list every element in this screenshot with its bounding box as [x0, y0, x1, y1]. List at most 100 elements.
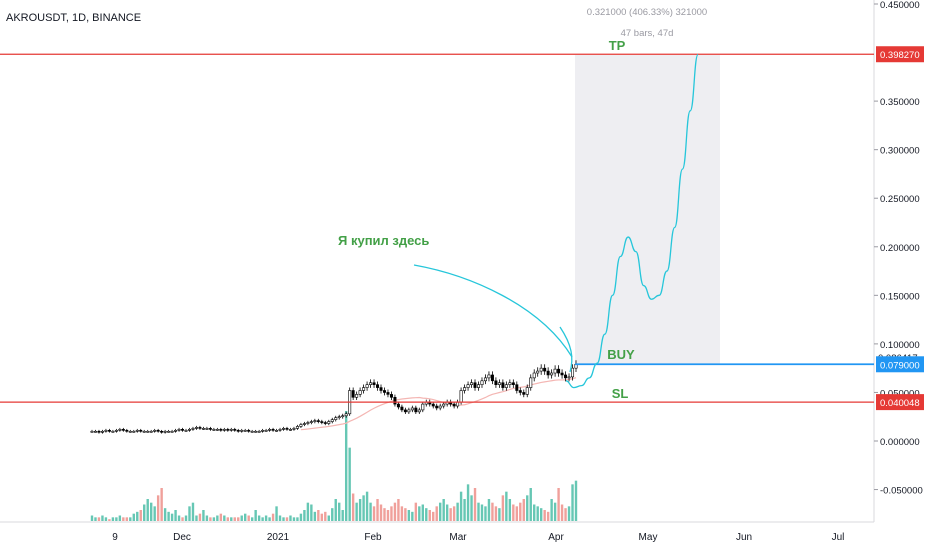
volume-bar — [216, 515, 219, 521]
price-tag-label: 0.079000 — [880, 360, 920, 371]
volume-bar — [299, 513, 303, 521]
time-axis-label: Dec — [173, 532, 191, 543]
price-axis[interactable]: 0.450000 0.350000 0.300000 0.250000 0.200000… — [874, 0, 923, 497]
volume-bar — [470, 495, 473, 521]
candle-body — [219, 429, 223, 431]
volume-bar — [202, 510, 205, 521]
volume-bar — [553, 502, 557, 521]
candle-body — [539, 367, 543, 372]
volume-bar — [122, 517, 125, 521]
candle-body — [431, 403, 435, 407]
volume-bar — [111, 517, 115, 521]
candle-body — [504, 384, 508, 388]
projection-stats-line2: 47 bars, 47d — [621, 28, 674, 39]
volume-bar — [327, 515, 330, 521]
volume-bar — [501, 495, 505, 521]
volume-bar — [240, 515, 243, 521]
price-axis-label: 0.200000 — [880, 243, 920, 254]
candle-body — [128, 430, 132, 433]
candle-body — [146, 430, 150, 433]
volume-bar — [149, 502, 153, 521]
price-axis-label: 0.050000 — [880, 388, 920, 399]
candle-body — [546, 370, 550, 376]
volume-bar — [560, 504, 564, 521]
volume-bar — [338, 502, 341, 521]
candle-body — [309, 421, 313, 423]
candle-body — [571, 367, 575, 378]
candle-body — [240, 430, 244, 432]
volume-bar — [386, 510, 390, 521]
volume-bar — [247, 515, 250, 521]
candle-body — [358, 390, 362, 395]
candle-body — [327, 421, 331, 424]
candle-body — [393, 396, 397, 405]
volume-bar — [365, 491, 369, 521]
time-axis-label: Mar — [449, 532, 467, 543]
volume-bars — [90, 411, 578, 521]
volume-bar — [160, 488, 163, 521]
candle-body — [550, 372, 554, 376]
volume-bar — [90, 515, 94, 521]
candle-body — [118, 429, 122, 431]
volume-bar — [546, 511, 550, 521]
volume-bar — [508, 499, 512, 521]
tp-label: TP — [609, 38, 626, 53]
candle-body — [247, 430, 251, 432]
candle-body — [111, 430, 115, 433]
projection-curve[interactable] — [565, 53, 699, 389]
volume-bar — [264, 515, 268, 521]
candle-body — [194, 427, 198, 429]
price-tag-box — [876, 356, 924, 373]
candle-body — [410, 407, 414, 411]
candle-body — [268, 429, 272, 431]
volume-bar — [296, 517, 299, 521]
candle-body — [543, 367, 547, 372]
time-axis-label: Jul — [832, 532, 845, 543]
time-axis-label: Jun — [736, 532, 752, 543]
time-axis-label: 2021 — [267, 532, 290, 543]
candle-body — [525, 387, 529, 395]
volume-bar — [317, 510, 320, 521]
candle-body — [365, 384, 369, 388]
candle-body — [285, 428, 289, 430]
volume-bar — [118, 515, 122, 521]
candle-body — [139, 430, 143, 432]
candle-body — [536, 370, 540, 374]
candle-body — [132, 430, 136, 433]
candle-body — [376, 384, 380, 388]
candle-body — [257, 430, 261, 433]
candle-body — [292, 428, 296, 430]
volume-bar — [512, 504, 515, 521]
volume-bar — [564, 508, 567, 521]
candle-body — [313, 420, 317, 422]
volume-bar — [449, 508, 452, 521]
candle-body — [532, 372, 536, 379]
projection-range-box[interactable] — [575, 55, 720, 364]
volume-bar — [334, 499, 337, 521]
candle-body — [518, 390, 522, 393]
volume-bar — [313, 511, 317, 521]
volume-bar — [282, 517, 285, 521]
candle-body — [167, 430, 171, 433]
candle-body — [163, 430, 167, 433]
candle-body — [417, 409, 421, 413]
volume-bar — [170, 513, 174, 521]
volume-bar — [390, 506, 393, 521]
candle-body — [452, 403, 456, 407]
candle-body — [382, 390, 386, 393]
volume-bar — [226, 517, 229, 521]
candle-body — [473, 382, 477, 388]
candle-body — [191, 428, 195, 430]
volume-bar — [456, 502, 459, 521]
candle-body — [557, 368, 561, 374]
volume-bar — [324, 511, 327, 521]
volume-bar — [463, 499, 466, 521]
volume-bar — [369, 502, 372, 521]
candle-body — [226, 429, 230, 431]
volume-bar — [174, 510, 177, 521]
time-axis[interactable]: 9 Dec 2021 Feb Mar Apr May Jun Jul — [112, 532, 844, 543]
annotation-arrow[interactable] — [413, 264, 573, 358]
candle-body — [355, 394, 359, 398]
